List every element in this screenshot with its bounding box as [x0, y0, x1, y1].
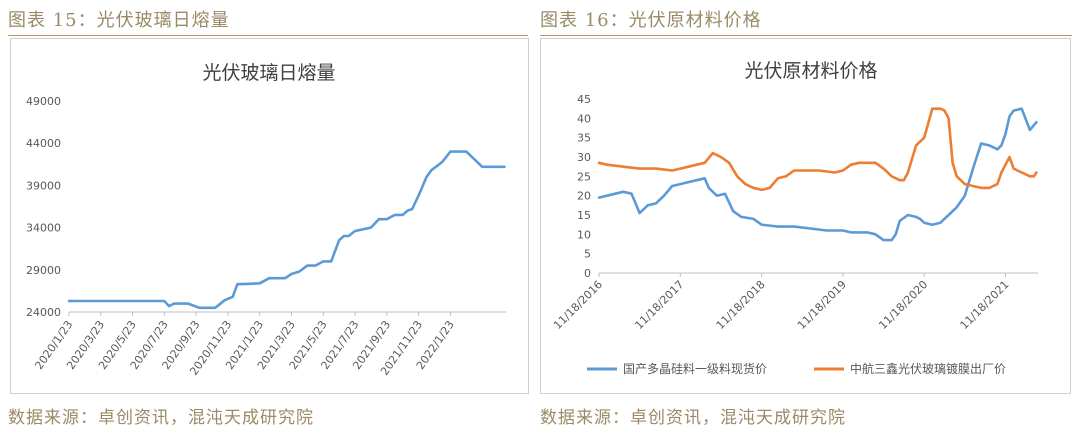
y-tick-label: 40	[577, 112, 591, 125]
series-line-1	[67, 150, 506, 310]
y-tick-label: 29000	[26, 264, 61, 277]
right-source-note: 数据来源：卓创资讯，混沌天成研究院	[540, 408, 846, 428]
y-tick-label: 10	[577, 228, 591, 241]
left-chart-svg: 光伏玻璃日熔量 24000290003400039000440004900020…	[26, 62, 506, 378]
left-chart-plot	[67, 150, 506, 310]
y-tick-label: 0	[584, 267, 591, 280]
left-figure-title: 图表 15：光伏玻璃日熔量	[8, 10, 230, 31]
y-tick-label: 15	[577, 209, 591, 222]
right-chart-svg: 光伏原材料价格 0 5 10 15 20 25 30 35 40 45 11/18/2016 11/1…	[551, 60, 1038, 376]
right-chart-plot	[597, 107, 1038, 242]
right-chart-panel: 光伏原材料价格 0 5 10 15 20 25 30 35 40 45 11/18/2016 11/1…	[540, 38, 1071, 394]
left-source-note: 数据来源：卓创资讯，混沌天成研究院	[8, 408, 314, 428]
left-chart-title: 光伏玻璃日熔量	[202, 62, 335, 84]
x-tick-label: 11/18/2019	[795, 278, 849, 332]
y-tick-label: 45	[577, 93, 591, 106]
left-chart-axes: 2400029000340003900044000490002020/1/232…	[26, 95, 506, 378]
right-chart-title: 光伏原材料价格	[744, 60, 877, 82]
x-tick-label: 11/18/2017	[632, 278, 686, 332]
y-tick-label: 20	[577, 190, 591, 203]
y-tick-label: 30	[577, 151, 591, 164]
x-tick-label: 11/18/2021	[958, 278, 1012, 332]
x-tick-label: 11/18/2020	[876, 278, 930, 332]
y-tick-label: 34000	[26, 222, 61, 235]
right-figure-title: 图表 16：光伏原材料价格	[540, 10, 762, 31]
y-tick-label: 39000	[26, 179, 61, 192]
left-title-rule	[8, 35, 528, 36]
right-chart-axes: 0 5 10 15 20 25 30 35 40 45 11/18/2016 11/18/2017 11…	[551, 93, 1038, 332]
legend-label-2: 中航三鑫光伏玻璃镀膜出厂价	[850, 361, 1006, 376]
x-tick-label: 11/18/2016	[551, 278, 605, 332]
series-line-1	[597, 107, 1038, 242]
y-tick-label: 25	[577, 170, 591, 183]
right-chart-legend: 国产多晶硅料一级料现货价 中航三鑫光伏玻璃镀膜出厂价	[587, 361, 1006, 376]
x-tick-label: 11/18/2018	[714, 278, 768, 332]
legend-label-1: 国产多晶硅料一级料现货价	[623, 361, 767, 376]
series-line-2	[597, 107, 1038, 192]
y-tick-label: 24000	[26, 306, 61, 319]
y-tick-label: 5	[584, 248, 591, 261]
right-title-rule	[540, 35, 1072, 36]
y-tick-label: 44000	[26, 137, 61, 150]
y-tick-label: 35	[577, 132, 591, 145]
left-chart-panel: 光伏玻璃日熔量 24000 29000 34000 39000 44000 49000 20…	[10, 38, 529, 394]
y-tick-label: 49000	[26, 95, 61, 108]
